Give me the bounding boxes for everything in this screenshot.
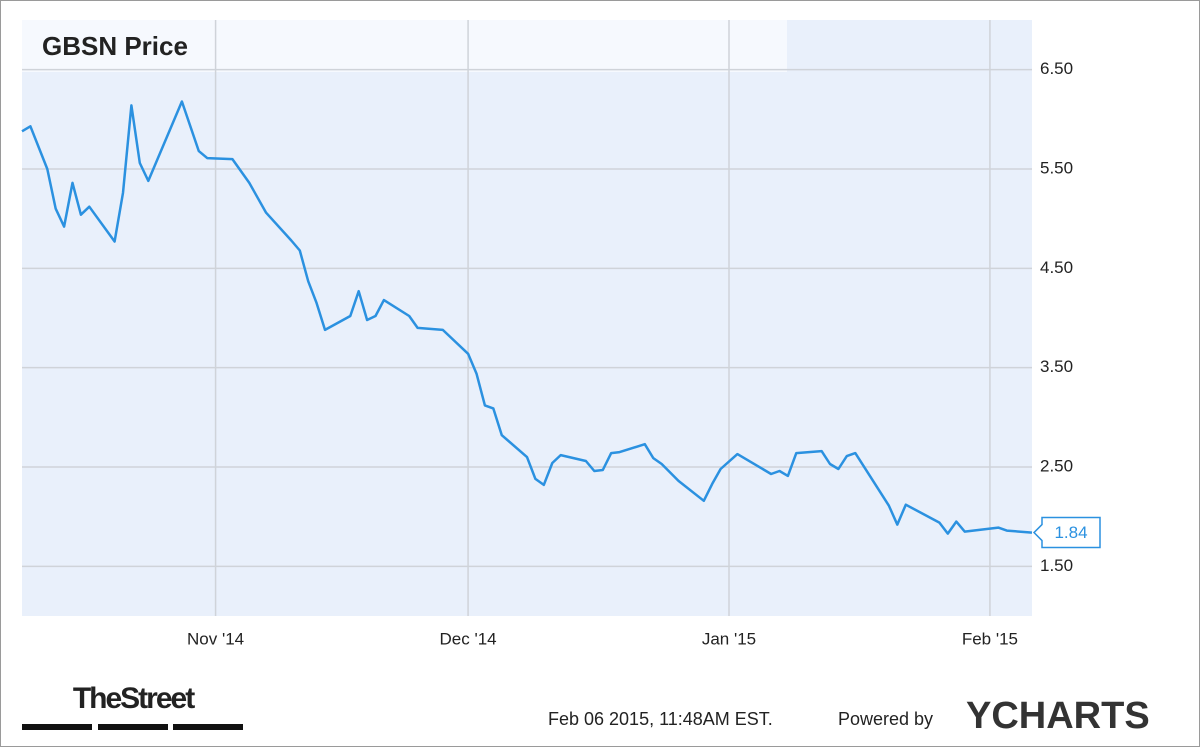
- y-tick-label: 1.50: [1040, 556, 1073, 575]
- marks: 1.84: [21, 100, 1101, 549]
- logo-bar: [98, 724, 168, 730]
- logo-bar: [173, 724, 243, 730]
- y-tick-label: 2.50: [1040, 456, 1073, 475]
- y-tick-label: 6.50: [1040, 59, 1073, 78]
- y-tick-label: 3.50: [1040, 357, 1073, 376]
- plot-area: [22, 20, 1032, 616]
- title-band: [22, 20, 787, 72]
- grid: [22, 20, 1032, 616]
- x-tick-label: Nov '14: [187, 629, 244, 648]
- credit: Powered by: [838, 709, 933, 729]
- brand: YCHARTS: [966, 695, 1150, 737]
- price-line: [21, 100, 1033, 535]
- chart-title: GBSN Price: [42, 31, 188, 61]
- y-tick-label: 5.50: [1040, 158, 1073, 177]
- y-tick-label: 4.50: [1040, 258, 1073, 277]
- x-tick-label: Feb '15: [962, 629, 1018, 648]
- last-value-callout: [1032, 516, 1101, 549]
- source-logo: TheStreet: [73, 682, 195, 715]
- last-value-label: 1.84: [1054, 523, 1087, 542]
- x-tick-label: Dec '14: [440, 629, 497, 648]
- timestamp: Feb 06 2015, 11:48AM EST.: [548, 709, 773, 729]
- x-tick-label: Jan '15: [702, 629, 756, 648]
- logo-bar: [22, 724, 92, 730]
